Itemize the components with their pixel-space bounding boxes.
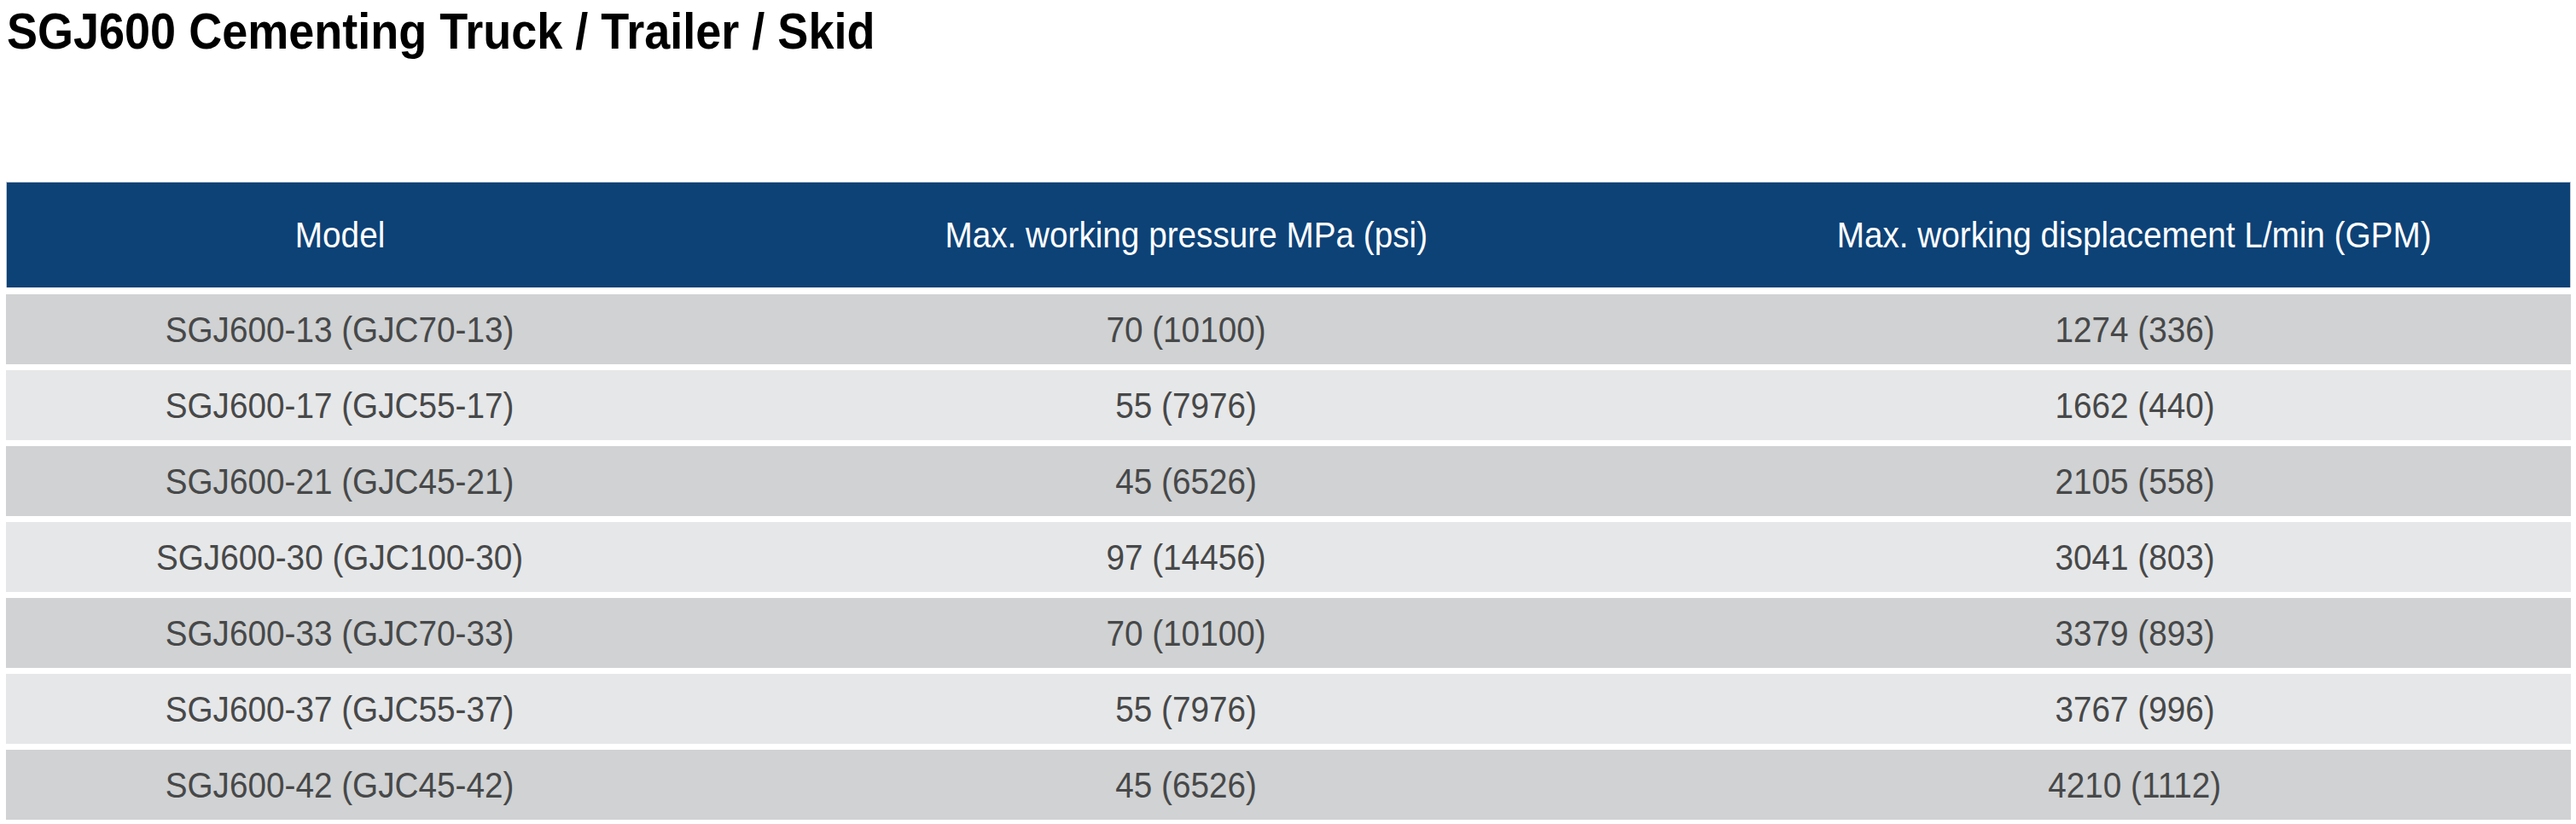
cell-model: SGJ600-17 (GJC55-17) bbox=[6, 370, 673, 440]
cell-pressure-text: 45 (6526) bbox=[1115, 461, 1257, 502]
cell-pressure: 45 (6526) bbox=[673, 750, 1699, 820]
cell-displacement: 3041 (803) bbox=[1699, 522, 2571, 592]
cell-model: SGJ600-13 (GJC70-13) bbox=[6, 294, 673, 364]
cell-model-text: SGJ600-21 (GJC45-21) bbox=[165, 461, 514, 502]
cell-displacement: 2105 (558) bbox=[1699, 446, 2571, 516]
cell-pressure-text: 70 (10100) bbox=[1106, 612, 1265, 654]
cell-displacement: 1662 (440) bbox=[1699, 370, 2571, 440]
table-row: SGJ600-17 (GJC55-17) 55 (7976) 1662 (440… bbox=[6, 370, 2571, 440]
cell-model: SGJ600-37 (GJC55-37) bbox=[6, 674, 673, 744]
table-row: SGJ600-21 (GJC45-21) 45 (6526) 2105 (558… bbox=[6, 446, 2571, 516]
header-cell-pressure: Max. working pressure MPa (psi) bbox=[673, 183, 1699, 287]
cell-pressure: 97 (14456) bbox=[673, 522, 1699, 592]
cell-pressure: 45 (6526) bbox=[673, 446, 1699, 516]
cell-pressure-text: 55 (7976) bbox=[1115, 385, 1257, 427]
table-row: SGJ600-37 (GJC55-37) 55 (7976) 3767 (996… bbox=[6, 674, 2571, 744]
table-row: SGJ600-30 (GJC100-30) 97 (14456) 3041 (8… bbox=[6, 522, 2571, 592]
cell-model-text: SGJ600-17 (GJC55-17) bbox=[165, 385, 514, 427]
cell-model-text: SGJ600-42 (GJC45-42) bbox=[165, 764, 514, 806]
cell-pressure-text: 97 (14456) bbox=[1106, 537, 1265, 578]
table-body: SGJ600-13 (GJC70-13) 70 (10100) 1274 (33… bbox=[6, 294, 2571, 820]
header-cell-model: Model bbox=[7, 183, 673, 287]
page-title: SGJ600 Cementing Truck / Trailer / Skid bbox=[7, 2, 971, 61]
cell-model-text: SGJ600-30 (GJC100-30) bbox=[156, 537, 523, 578]
page-title-text: SGJ600 Cementing Truck / Trailer / Skid bbox=[7, 2, 875, 61]
cell-displacement: 3379 (893) bbox=[1699, 598, 2571, 668]
cell-displacement: 1274 (336) bbox=[1699, 294, 2571, 364]
header-cell-pressure-label: Max. working pressure MPa (psi) bbox=[945, 214, 1428, 256]
cell-model: SGJ600-33 (GJC70-33) bbox=[6, 598, 673, 668]
cell-model-text: SGJ600-37 (GJC55-37) bbox=[165, 688, 514, 730]
cell-displacement-text: 1274 (336) bbox=[2055, 309, 2214, 351]
header-cell-displacement-label: Max. working displacement L/min (GPM) bbox=[1837, 214, 2432, 256]
cell-model: SGJ600-21 (GJC45-21) bbox=[6, 446, 673, 516]
table-row: SGJ600-13 (GJC70-13) 70 (10100) 1274 (33… bbox=[6, 294, 2571, 364]
cell-pressure: 55 (7976) bbox=[673, 674, 1699, 744]
cell-pressure: 55 (7976) bbox=[673, 370, 1699, 440]
header-cell-model-label: Model bbox=[295, 214, 385, 256]
cell-model-text: SGJ600-13 (GJC70-13) bbox=[165, 309, 514, 351]
header-cell-displacement: Max. working displacement L/min (GPM) bbox=[1699, 183, 2570, 287]
cell-model: SGJ600-30 (GJC100-30) bbox=[6, 522, 673, 592]
cell-displacement: 4210 (1112) bbox=[1699, 750, 2571, 820]
cell-displacement-text: 1662 (440) bbox=[2055, 385, 2214, 427]
cell-pressure: 70 (10100) bbox=[673, 598, 1699, 668]
cell-pressure: 70 (10100) bbox=[673, 294, 1699, 364]
table-row: SGJ600-42 (GJC45-42) 45 (6526) 4210 (111… bbox=[6, 750, 2571, 820]
spec-table: Model Max. working pressure MPa (psi) Ma… bbox=[6, 182, 2571, 820]
cell-pressure-text: 45 (6526) bbox=[1115, 764, 1257, 806]
cell-displacement-text: 2105 (558) bbox=[2055, 461, 2214, 502]
table-header-row: Model Max. working pressure MPa (psi) Ma… bbox=[6, 182, 2571, 287]
table-row: SGJ600-33 (GJC70-33) 70 (10100) 3379 (89… bbox=[6, 598, 2571, 668]
cell-displacement: 3767 (996) bbox=[1699, 674, 2571, 744]
cell-displacement-text: 3379 (893) bbox=[2055, 612, 2214, 654]
cell-displacement-text: 3767 (996) bbox=[2055, 688, 2214, 730]
cell-displacement-text: 3041 (803) bbox=[2055, 537, 2214, 578]
page: SGJ600 Cementing Truck / Trailer / Skid … bbox=[0, 0, 2576, 824]
cell-displacement-text: 4210 (1112) bbox=[2048, 764, 2221, 806]
cell-pressure-text: 55 (7976) bbox=[1115, 688, 1257, 730]
cell-model-text: SGJ600-33 (GJC70-33) bbox=[165, 612, 514, 654]
cell-pressure-text: 70 (10100) bbox=[1106, 309, 1265, 351]
cell-model: SGJ600-42 (GJC45-42) bbox=[6, 750, 673, 820]
